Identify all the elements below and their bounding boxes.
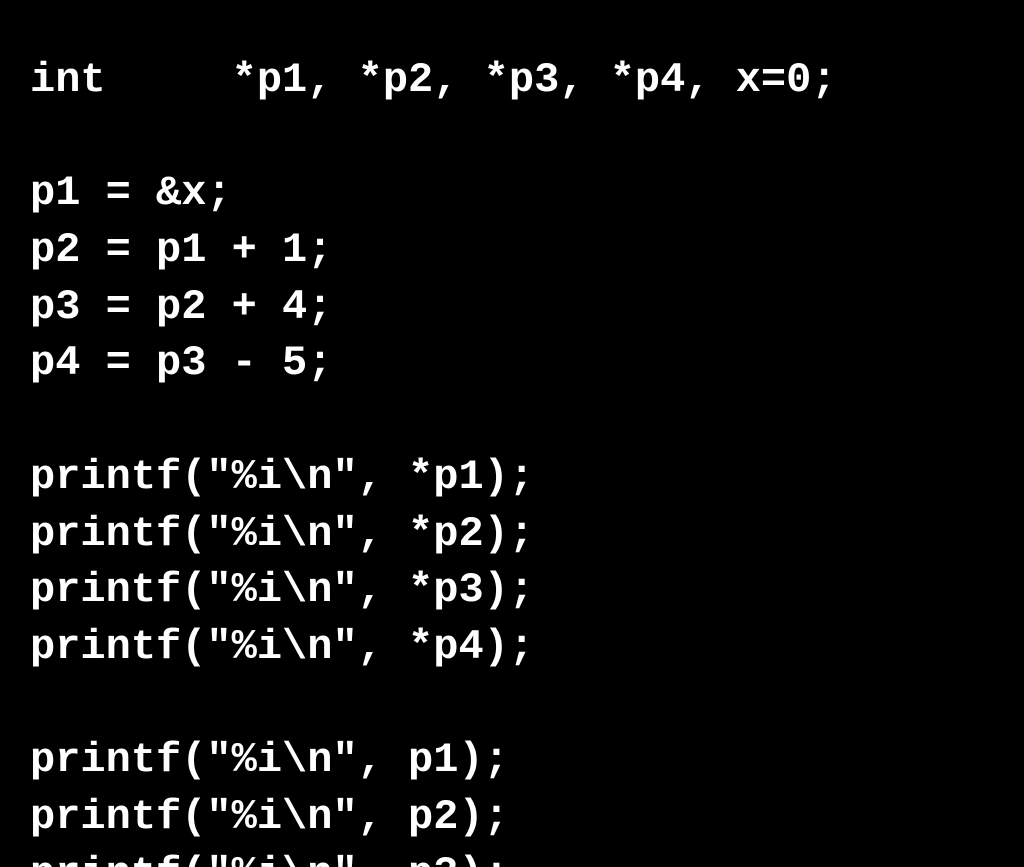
code-snippet: int *p1, *p2, *p3, *p4, x=0; p1 = &x; p2… (0, 42, 1024, 867)
